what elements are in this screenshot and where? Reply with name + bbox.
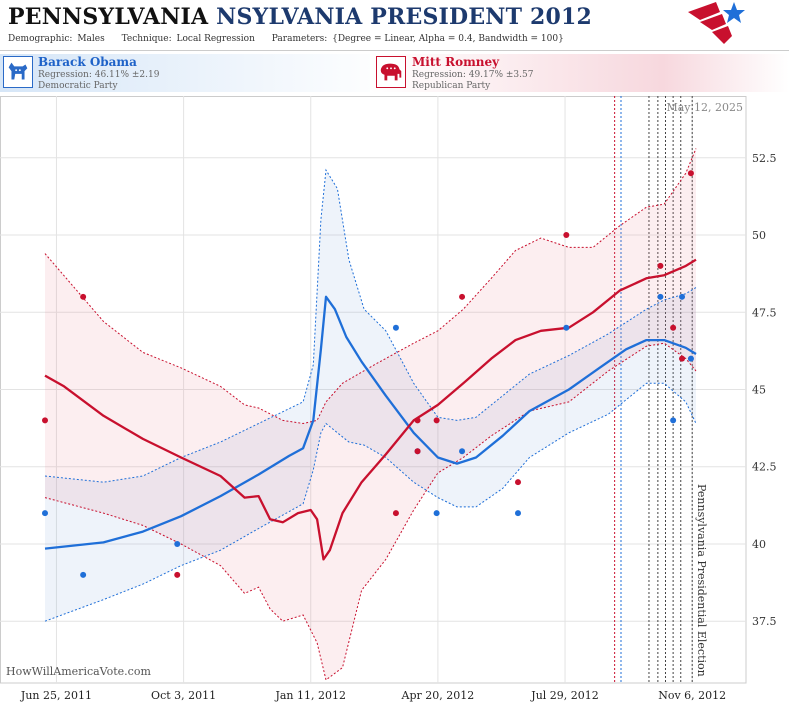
site-logo-icon [688, 2, 745, 44]
y-tick-label: 50 [752, 229, 766, 242]
obama-poll-point [174, 540, 181, 547]
dem-party: Democratic Party [38, 81, 118, 91]
romney-poll-point [679, 355, 686, 362]
obama-poll-point [459, 448, 466, 455]
parameters-value: {Degree = Linear, Alpha = 0.4, Bandwidth… [332, 34, 564, 44]
donkey-icon [3, 56, 33, 88]
demographic-label: Demographic: [8, 34, 73, 44]
romney-poll-point [174, 571, 181, 578]
romney-confidence-band [45, 148, 696, 680]
romney-upper-bound-line [44, 148, 697, 425]
obama-confidence-band [45, 170, 696, 622]
obama-poll-point [392, 324, 399, 331]
romney-poll-point [657, 262, 664, 269]
elephant-icon [376, 56, 406, 88]
x-tick-label: Jul 29, 2012 [530, 689, 599, 702]
obama-poll-point [80, 571, 87, 578]
obama-poll-point [670, 417, 677, 424]
candidate-banner-dem: Barack Obama Regression: 46.11% ±2.19 De… [0, 54, 394, 92]
obama-upper-bound-line [44, 168, 697, 483]
election-label: Pennsylvania Presidential Election [695, 484, 708, 677]
date-stamp: May 12, 2025 [666, 101, 743, 114]
obama-poll-point [657, 293, 664, 300]
dem-regression: Regression: 46.11% ±2.19 [38, 70, 160, 80]
title-state: PENNSYLVANIA [8, 4, 209, 30]
y-tick-label: 37.5 [752, 615, 777, 628]
romney-poll-point [515, 479, 522, 486]
chart-header: PENNSYLVANIA NSYLVANIA PRESIDENT 2012 De… [0, 0, 789, 50]
romney-poll-point [670, 324, 677, 331]
y-tick-label: 40 [752, 538, 766, 551]
rep-candidate-name: Mitt Romney [412, 55, 500, 69]
y-tick-label: 47.5 [752, 306, 777, 319]
candidate-banner-rep: Mitt Romney Regression: 49.17% ±3.57 Rep… [370, 54, 789, 92]
technique-value: Local Regression [176, 34, 255, 44]
x-tick-label: Nov 6, 2012 [658, 689, 726, 702]
obama-trend-line [44, 295, 697, 550]
obama-poll-point [433, 510, 440, 517]
dem-candidate-name: Barack Obama [38, 55, 137, 69]
parameters-line: Demographic: Males Technique: Local Regr… [8, 34, 578, 44]
romney-poll-point [80, 293, 87, 300]
obama-poll-point [563, 324, 570, 331]
obama-poll-point [42, 510, 48, 517]
obama-poll-point [679, 293, 686, 300]
romney-poll-point [433, 417, 440, 424]
romney-poll-point [687, 170, 694, 177]
romney-poll-point [459, 293, 466, 300]
romney-trend-line [44, 258, 697, 561]
romney-poll-point [563, 232, 570, 239]
chart-title: PENNSYLVANIA NSYLVANIA PRESIDENT 2012 [8, 4, 592, 30]
romney-poll-point [42, 417, 48, 424]
y-tick-label: 42.5 [752, 461, 777, 474]
title-rest: NSYLVANIA PRESIDENT 2012 [216, 4, 593, 30]
y-tick-label: 52.5 [752, 152, 777, 165]
rep-party: Republican Party [412, 81, 491, 91]
romney-poll-point [414, 448, 421, 455]
poll-chart: 37.5 40 42.5 45 47.5 50 52.5 Jun 25, 2011 Oct 3,… [0, 96, 777, 702]
x-tick-label: Jan 11, 2012 [274, 689, 346, 702]
obama-poll-point [687, 355, 694, 362]
x-tick-label: Oct 3, 2011 [151, 689, 216, 702]
header-divider [0, 50, 789, 51]
x-tick-label: Jun 25, 2011 [20, 689, 92, 702]
watermark: HowWillAmericaVote.com [6, 665, 151, 678]
rep-regression: Regression: 49.17% ±3.57 [412, 70, 534, 80]
technique-label: Technique: [121, 34, 172, 44]
obama-lower-bound-line [44, 382, 697, 622]
x-tick-label: Apr 20, 2012 [401, 689, 475, 702]
demographic-value: Males [77, 34, 105, 44]
romney-poll-point [392, 510, 399, 517]
romney-poll-point [414, 417, 421, 424]
y-tick-label: 45 [752, 384, 766, 397]
obama-poll-point [515, 510, 522, 517]
parameters-label: Parameters: [271, 34, 328, 44]
